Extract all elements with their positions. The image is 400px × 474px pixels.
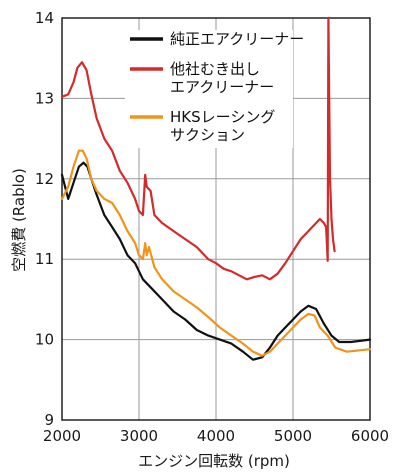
x-axis-title: エンジン回転数 (rpm) xyxy=(138,452,290,470)
legend-label-2-1: サクション xyxy=(170,126,245,144)
y-tick-label-4: 13 xyxy=(35,89,54,107)
series-line-2 xyxy=(60,149,372,357)
legend-label-1-1: エアクリーナー xyxy=(170,78,274,96)
legend-label-0-0: 純正エアクリーナー xyxy=(170,30,304,48)
x-tick-label-3: 5000 xyxy=(274,427,312,445)
series-line-1 xyxy=(60,16,336,281)
x-tick-label-0: 2000 xyxy=(43,427,81,445)
legend-label-1-0: 他社むき出し xyxy=(170,60,260,78)
y-tick-label-0: 9 xyxy=(44,411,54,429)
y-tick-label-3: 12 xyxy=(35,170,54,188)
y-axis-title: 空燃費 (Rablo) xyxy=(10,168,28,272)
x-tick-label-1: 3000 xyxy=(120,427,158,445)
x-tick-label-4: 6000 xyxy=(351,427,389,445)
y-tick-label-5: 14 xyxy=(35,9,54,27)
legend-label-2-0: HKSレーシング xyxy=(170,108,275,126)
legend-background xyxy=(125,30,293,148)
series-lines xyxy=(60,16,372,361)
tick-labels: 2000 3000 4000 5000 6000 9 10 11 12 13 14 xyxy=(35,9,389,445)
plot-frame xyxy=(61,17,371,421)
x-tick-label-2: 4000 xyxy=(197,427,235,445)
y-tick-label-2: 11 xyxy=(35,250,54,268)
y-tick-label-1: 10 xyxy=(35,331,54,349)
